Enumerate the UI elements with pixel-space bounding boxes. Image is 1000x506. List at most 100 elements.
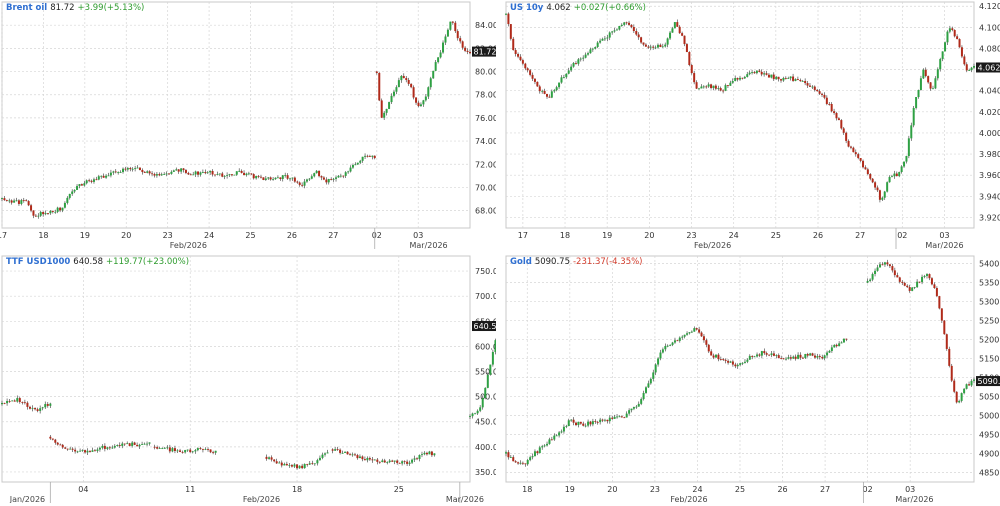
candle-body: [584, 54, 587, 58]
candle-body: [464, 47, 467, 51]
chart-panel-brent[interactable]: Brent oil 81.72 +3.99(+5.13%) 68.00 70.00 72…: [0, 0, 496, 249]
candle-body: [313, 463, 316, 465]
month-label: Feb/2026: [170, 241, 207, 249]
candle-body: [228, 174, 231, 176]
candle-body: [789, 76, 792, 79]
candle-body: [681, 336, 684, 338]
candle-body: [54, 439, 57, 443]
price-tag-text: 640.58: [474, 322, 497, 331]
y-tick-label: 400.00: [475, 443, 496, 452]
candle-body: [268, 457, 271, 459]
candle-body: [574, 63, 577, 64]
plot-area: [505, 1, 975, 229]
candle-body: [105, 175, 108, 178]
candle-body: [434, 62, 437, 71]
candle-body: [876, 187, 879, 191]
candle-body: [906, 285, 909, 288]
candle-body: [252, 174, 255, 179]
candle-body: [103, 445, 106, 449]
candle-body: [325, 179, 328, 183]
candle-body: [330, 179, 333, 180]
candle-body: [596, 421, 599, 423]
candle-body: [100, 175, 103, 177]
x-tick-label: 03: [939, 231, 949, 240]
candle-body: [332, 178, 335, 180]
candle-body: [833, 344, 836, 348]
candle-body: [474, 413, 477, 415]
candle-body: [572, 419, 575, 423]
candle-body: [339, 449, 342, 453]
candle-body: [623, 22, 626, 25]
chart-svg[interactable]: 68.0070.0072.0074.0076.0078.0080.0082.00…: [0, 0, 496, 249]
candle-body: [418, 455, 421, 460]
candle-body: [126, 168, 129, 170]
chart-panel-us10y[interactable]: US 10y 4.062 +0.027(+0.66%) 3.920 3.940 3.96…: [504, 0, 1000, 249]
candle-body: [871, 274, 874, 280]
candle-body: [529, 457, 532, 461]
candle-body: [917, 89, 920, 98]
symbol-label[interactable]: Gold: [510, 257, 532, 267]
candle-body: [517, 462, 520, 464]
symbol-label[interactable]: Brent oil: [6, 3, 48, 13]
candle-body: [272, 179, 275, 180]
candle-body: [146, 443, 149, 445]
candle-body: [390, 95, 393, 103]
candle-body: [479, 407, 482, 411]
candle-body: [109, 172, 112, 176]
candle-body: [380, 100, 383, 118]
candle-body: [186, 449, 189, 451]
candle-body: [567, 420, 570, 427]
price-tag: [976, 376, 1000, 387]
last-price: 640.58: [73, 257, 104, 267]
candle-body: [310, 176, 313, 179]
candle-body: [671, 28, 674, 33]
candle-body: [538, 447, 541, 454]
x-tick-label: 17: [0, 231, 7, 240]
candle-body: [826, 352, 829, 356]
candle-body: [247, 173, 250, 175]
chart-svg[interactable]: 350.00400.00450.00500.00550.00600.00650.…: [0, 254, 496, 503]
y-tick-label: 4.040: [979, 87, 1000, 96]
candle-body: [828, 103, 831, 105]
candle-body: [688, 332, 691, 334]
candle-body: [204, 449, 207, 450]
candle-body: [327, 179, 330, 183]
candle-body: [575, 422, 578, 426]
candle-body: [968, 384, 971, 386]
candle-body: [666, 38, 669, 45]
candle-body: [835, 344, 838, 347]
symbol-label[interactable]: TTF USD1000: [6, 257, 71, 267]
candle-body: [124, 168, 127, 170]
candle-body: [683, 334, 686, 337]
candle-body: [948, 348, 951, 366]
y-tick-label: 5150.00: [979, 355, 1000, 364]
x-tick-label: 24: [204, 231, 214, 240]
candle-body: [398, 462, 401, 464]
candle-body: [158, 448, 161, 449]
candle-body: [693, 73, 696, 83]
candle-body: [722, 359, 725, 360]
candle-body: [928, 274, 931, 279]
chart-svg[interactable]: 3.9203.9403.9603.9804.0004.0204.0404.060…: [504, 0, 1000, 249]
candle-body: [804, 353, 807, 359]
symbol-label[interactable]: US 10y: [510, 3, 544, 13]
candle-body: [34, 215, 37, 217]
x-tick-label: 26: [287, 231, 297, 240]
candle-body: [517, 53, 520, 57]
candle-body: [521, 60, 524, 64]
candle-body: [344, 172, 347, 176]
candle-body: [351, 454, 354, 456]
candle-body: [141, 444, 144, 445]
candle-body: [893, 270, 896, 276]
candle-body: [722, 90, 725, 92]
y-tick-label: 5050.00: [979, 393, 1000, 402]
chart-svg[interactable]: 4850.004900.004950.005000.005050.005100.…: [504, 254, 1000, 503]
candle-body: [599, 419, 602, 423]
y-tick-label: 450.00: [475, 418, 496, 427]
candle-body: [758, 354, 761, 356]
candle-body: [895, 173, 898, 177]
candle-body: [136, 444, 139, 447]
candle-body: [378, 461, 381, 463]
